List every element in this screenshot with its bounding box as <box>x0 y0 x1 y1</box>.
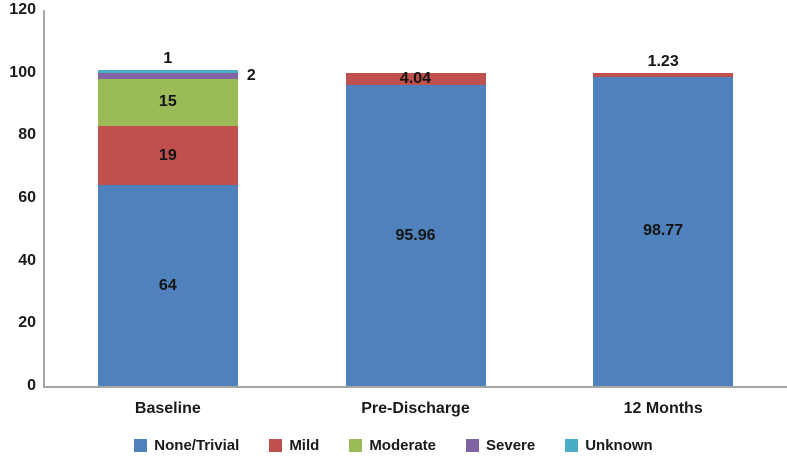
category-label: Baseline <box>134 400 201 417</box>
category-label: 12 Months <box>623 400 703 417</box>
legend-item: None/Trivial <box>134 437 239 454</box>
y-axis-tick-label: 100 <box>9 63 36 81</box>
bar-segment-label: 2 <box>246 66 256 84</box>
x-axis-line <box>43 386 787 388</box>
y-axis-line <box>43 10 45 386</box>
bar-segment-label: 15 <box>158 93 177 111</box>
bar-segment <box>97 78 238 126</box>
legend-swatch <box>269 438 283 452</box>
legend-item: Severe <box>466 437 535 454</box>
y-axis-tick-label: 120 <box>9 1 36 18</box>
legend-label: Severe <box>486 436 536 454</box>
y-axis-tick-label: 0 <box>27 377 36 394</box>
category-label: Pre-Discharge <box>361 400 470 417</box>
legend-label: Moderate <box>369 436 436 454</box>
bar-segment-label: 4.04 <box>399 69 432 87</box>
legend-item: Mild <box>269 437 319 454</box>
bar-segment <box>97 72 238 79</box>
bar-segment <box>345 85 486 386</box>
y-axis-tick-label: 80 <box>18 126 36 144</box>
bar-segment-label: 1 <box>163 49 173 67</box>
legend-label: Unknown <box>585 436 653 454</box>
legend-swatch <box>134 438 148 452</box>
bar-segment <box>97 125 238 186</box>
legend-label: None/Trivial <box>154 436 240 454</box>
y-axis-tick-label: 20 <box>18 314 36 332</box>
bar-segment <box>593 72 734 77</box>
bar-segment-label: 95.96 <box>395 226 436 244</box>
legend-swatch <box>565 438 579 452</box>
bar-segment-label: 64 <box>158 276 177 294</box>
y-axis-tick-label: 60 <box>18 189 36 206</box>
y-axis-tick-label: 40 <box>18 251 36 269</box>
legend-label: Mild <box>289 436 320 454</box>
bar-segment <box>593 76 734 386</box>
legend-item: Unknown <box>565 437 653 454</box>
bar-segment <box>97 185 238 386</box>
bar-segment <box>345 72 486 86</box>
legend-swatch <box>349 438 363 452</box>
legend: None/Trivial Mild Moderate Severe Unknown <box>0 435 787 455</box>
bar-segment <box>97 69 238 73</box>
legend-item: Moderate <box>349 437 436 454</box>
bar-segment-label: 98.77 <box>643 222 684 240</box>
legend-swatch <box>466 438 479 452</box>
bar-segment-label: 1.23 <box>647 52 679 70</box>
bar-segment-label: 19 <box>158 146 177 164</box>
